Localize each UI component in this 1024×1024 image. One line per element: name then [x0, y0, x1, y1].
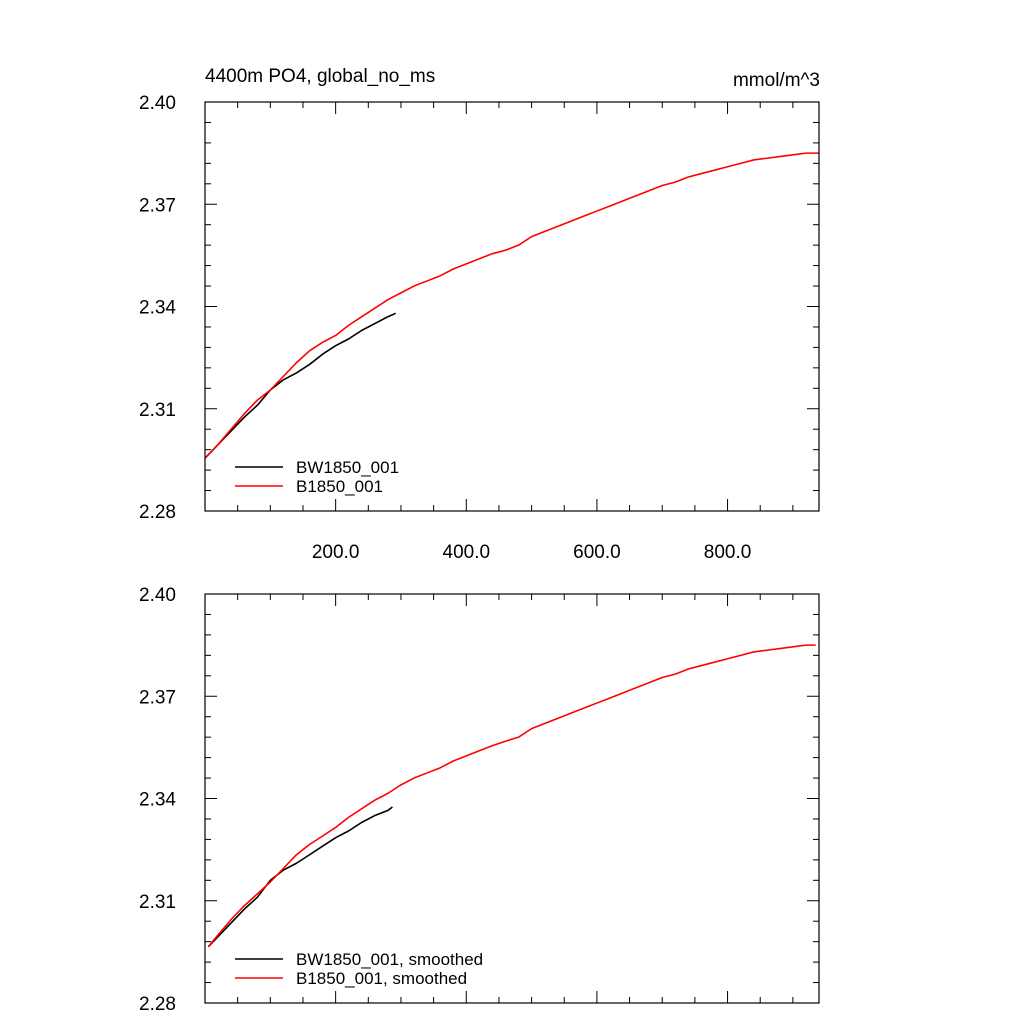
tick-layer: 2.28 2.31 2.34 2.37 2.40 200.0 400.0 600.0 800.0: [139, 93, 819, 563]
legend-label: B1850_001, smoothed: [296, 969, 467, 988]
y-tick-label: 2.31: [139, 400, 176, 421]
plot-frame-top: [204, 101, 820, 512]
y-tick-label: 2.34: [139, 790, 176, 811]
x-tick-label: 400.0: [443, 542, 491, 563]
y-tick-label: 2.40: [139, 585, 176, 606]
x-tick-label: 800.0: [704, 542, 752, 563]
panel-bottom: 2.28 2.31 2.34 2.37 2.40 BW1850_001, smoothe…: [139, 585, 820, 1015]
y-tick-label: 2.40: [139, 93, 176, 114]
y-tick-label: 2.28: [139, 994, 176, 1015]
chart-title: 4400m PO4, global_no_ms: [205, 66, 435, 87]
legend-label: B1850_001: [296, 477, 383, 496]
series-line-b1850: [207, 644, 816, 948]
legend-label: BW1850_001: [296, 458, 399, 477]
legend-label: BW1850_001, smoothed: [296, 950, 483, 969]
y-tick-label: 2.28: [139, 502, 176, 523]
series-layer: [207, 644, 816, 948]
series-line-bw1850: [207, 806, 393, 948]
series-layer: [204, 152, 819, 459]
x-tick-label: 200.0: [312, 542, 360, 563]
y-tick-label: 2.34: [139, 298, 176, 319]
tick-layer: 2.28 2.31 2.34 2.37 2.40: [139, 585, 819, 1015]
series-line-bw1850: [204, 312, 397, 459]
y-tick-label: 2.31: [139, 892, 176, 913]
x-tick-label: 600.0: [573, 542, 621, 563]
units-label: mmol/m^3: [733, 70, 820, 91]
panel-top: 4400m PO4, global_no_ms mmol/m^3 2.28 2.3…: [139, 66, 820, 563]
y-tick-label: 2.37: [139, 195, 176, 216]
y-tick-label: 2.37: [139, 687, 176, 708]
series-line-b1850: [204, 152, 819, 459]
plot-frame-bottom: [204, 593, 820, 1004]
